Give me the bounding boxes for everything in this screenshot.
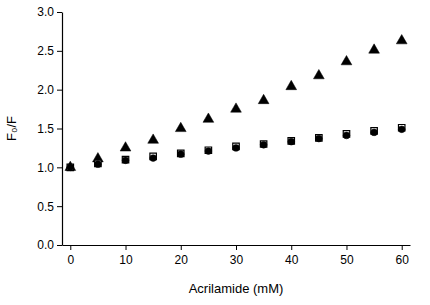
x-tick-mark xyxy=(70,245,71,250)
y-tick-label: 1.0 xyxy=(37,161,54,175)
point xyxy=(148,134,159,143)
y-tick-mark xyxy=(57,51,62,52)
point xyxy=(313,69,324,78)
x-axis: 0 10 20 30 40 50 60 xyxy=(63,245,411,267)
y-axis-line xyxy=(62,13,63,246)
series xyxy=(67,124,405,170)
x-tick: 0 xyxy=(67,245,74,267)
y-tick-label: 0.0 xyxy=(37,238,54,252)
y-tick-mark xyxy=(57,129,62,130)
y-tick-mark xyxy=(57,206,62,207)
point xyxy=(203,113,214,122)
y-tick: 3.0 xyxy=(37,5,62,19)
point xyxy=(288,138,295,145)
x-tick-label: 30 xyxy=(230,253,244,267)
x-tick: 30 xyxy=(230,245,244,267)
point xyxy=(67,164,73,170)
x-tick-label: 60 xyxy=(396,253,410,267)
point xyxy=(286,80,297,89)
point xyxy=(120,142,131,151)
point xyxy=(122,156,128,162)
y-tick-mark xyxy=(57,245,62,246)
x-axis-title: Acrilamide (mM) xyxy=(189,281,284,296)
y-tick: 2.0 xyxy=(37,83,62,97)
y-axis: 0.0 0.5 1.0 1.5 2.0 2.5 3.0 xyxy=(37,5,62,252)
point xyxy=(260,141,266,147)
x-tick-label: 10 xyxy=(119,253,133,267)
x-tick-mark xyxy=(236,245,237,250)
point xyxy=(316,135,322,141)
y-tick-label: 0.5 xyxy=(37,200,54,214)
y-tick-mark xyxy=(57,12,62,13)
point xyxy=(258,94,269,103)
point xyxy=(233,145,240,152)
point xyxy=(341,56,352,65)
series xyxy=(67,126,405,171)
point xyxy=(371,129,378,136)
point xyxy=(315,135,322,142)
x-tick: 40 xyxy=(285,245,299,267)
point xyxy=(67,164,74,171)
y-tick: 1.0 xyxy=(37,161,62,175)
y-tick-mark xyxy=(57,90,62,91)
x-tick: 50 xyxy=(340,245,354,267)
point xyxy=(398,126,405,133)
point xyxy=(95,160,101,166)
x-tick: 60 xyxy=(396,245,410,267)
y-tick: 0.5 xyxy=(37,200,62,214)
x-tick: 20 xyxy=(175,245,189,267)
point xyxy=(122,157,129,164)
y-tick-label: 2.0 xyxy=(37,83,54,97)
marks xyxy=(65,35,407,171)
y-tick-label: 1.5 xyxy=(37,122,54,136)
x-tick-mark xyxy=(126,245,127,250)
x-tick-mark xyxy=(346,245,347,250)
point xyxy=(65,161,76,170)
point xyxy=(175,122,186,131)
y-tick: 0.0 xyxy=(37,238,62,252)
y-tick-label: 3.0 xyxy=(37,5,54,19)
chart: 0 10 20 30 40 50 60 0.0 0.5 1.0 1.5 2.0 2.5 3.0 Acrila… xyxy=(0,0,430,305)
x-tick-mark xyxy=(181,245,182,250)
point xyxy=(178,150,184,156)
point xyxy=(369,44,380,53)
plot-area: 0 10 20 30 40 50 60 0.0 0.5 1.0 1.5 2.0 2.5 3.0 xyxy=(37,5,410,266)
y-axis-title: F₀/F xyxy=(4,116,19,141)
point xyxy=(343,132,350,139)
point xyxy=(205,148,212,155)
y-tick: 2.5 xyxy=(37,44,62,58)
x-tick-mark xyxy=(291,245,292,250)
x-tick-label: 20 xyxy=(175,253,189,267)
point xyxy=(288,138,294,144)
y-tick: 1.5 xyxy=(37,122,62,136)
x-tick-label: 0 xyxy=(67,253,74,267)
point xyxy=(205,147,211,153)
x-tick-label: 50 xyxy=(340,253,354,267)
point xyxy=(95,161,102,168)
x-tick-label: 40 xyxy=(285,253,299,267)
point xyxy=(396,35,407,44)
y-tick-mark xyxy=(57,167,62,168)
y-tick-label: 2.5 xyxy=(37,44,54,58)
x-tick: 10 xyxy=(119,245,133,267)
point xyxy=(231,103,242,112)
point xyxy=(150,155,157,162)
point xyxy=(260,141,267,148)
x-tick-mark xyxy=(402,245,403,250)
point xyxy=(177,151,184,158)
series xyxy=(65,35,407,171)
